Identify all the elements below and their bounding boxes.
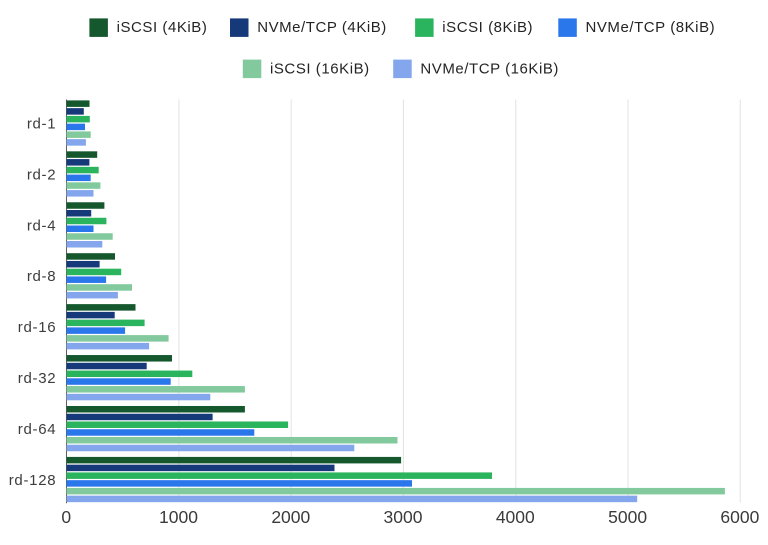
svg-text:rd-1: rd-1	[27, 115, 56, 132]
svg-text:rd-64: rd-64	[18, 421, 57, 438]
svg-text:4000: 4000	[496, 507, 535, 527]
svg-text:rd-128: rd-128	[9, 472, 57, 489]
svg-text:rd-8: rd-8	[27, 268, 56, 285]
svg-text:iSCSI (4KiB): iSCSI (4KiB)	[117, 19, 208, 36]
svg-text:3000: 3000	[384, 507, 423, 527]
svg-text:iSCSI (8KiB): iSCSI (8KiB)	[442, 19, 533, 36]
svg-text:rd-2: rd-2	[27, 166, 56, 183]
svg-text:NVMe/TCP (4KiB): NVMe/TCP (4KiB)	[257, 19, 387, 36]
svg-text:0: 0	[61, 507, 71, 527]
svg-text:5000: 5000	[608, 507, 647, 527]
svg-text:iSCSI (16KiB): iSCSI (16KiB)	[270, 60, 370, 77]
svg-text:1000: 1000	[159, 507, 198, 527]
svg-text:rd-32: rd-32	[18, 370, 57, 387]
svg-text:rd-4: rd-4	[27, 217, 56, 234]
svg-text:NVMe/TCP (8KiB): NVMe/TCP (8KiB)	[586, 19, 716, 36]
svg-text:6000: 6000	[720, 507, 759, 527]
svg-text:2000: 2000	[271, 507, 310, 527]
svg-text:rd-16: rd-16	[18, 319, 57, 336]
svg-text:NVMe/TCP (16KiB): NVMe/TCP (16KiB)	[420, 60, 559, 77]
